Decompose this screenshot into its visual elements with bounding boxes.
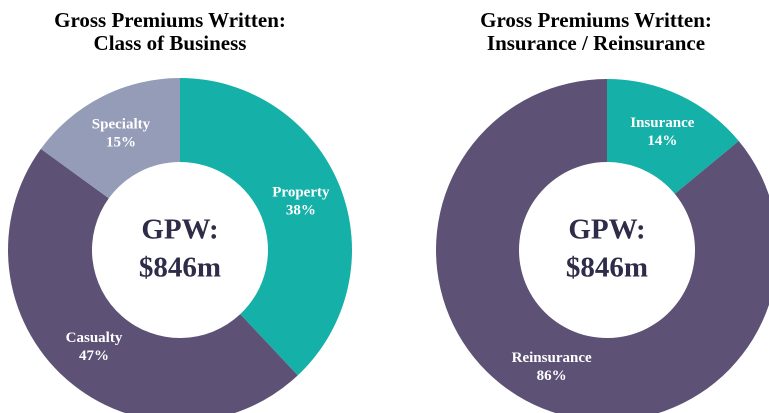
- slice-name: Reinsurance: [512, 350, 592, 366]
- chart-subtitle: Class of Business: [94, 31, 247, 55]
- slice-value: 38%: [286, 203, 316, 219]
- slice-value: 86%: [537, 368, 567, 384]
- slice: [40, 78, 180, 199]
- slice-name: Insurance: [630, 115, 695, 131]
- slice: [180, 78, 352, 376]
- slice-name: Casualty: [66, 330, 123, 346]
- center-label: GPW:: [141, 214, 218, 246]
- slice-value: 14%: [647, 133, 677, 149]
- slice-name: Specialty: [92, 117, 151, 133]
- slice-name: Property: [272, 185, 330, 201]
- slice: [436, 79, 769, 413]
- chart-title: Gross Premiums Written:: [54, 8, 286, 32]
- slice: [7, 148, 298, 413]
- slice-value: 15%: [106, 135, 136, 151]
- chart-subtitle: Insurance / Reinsurance: [487, 31, 705, 55]
- center-label: $846m: [566, 252, 648, 284]
- center-label: GPW:: [568, 214, 645, 246]
- slice-value: 47%: [79, 348, 109, 364]
- chart-title: Gross Premiums Written:: [480, 8, 712, 32]
- center-label: $846m: [139, 252, 221, 284]
- slice: [607, 79, 739, 194]
